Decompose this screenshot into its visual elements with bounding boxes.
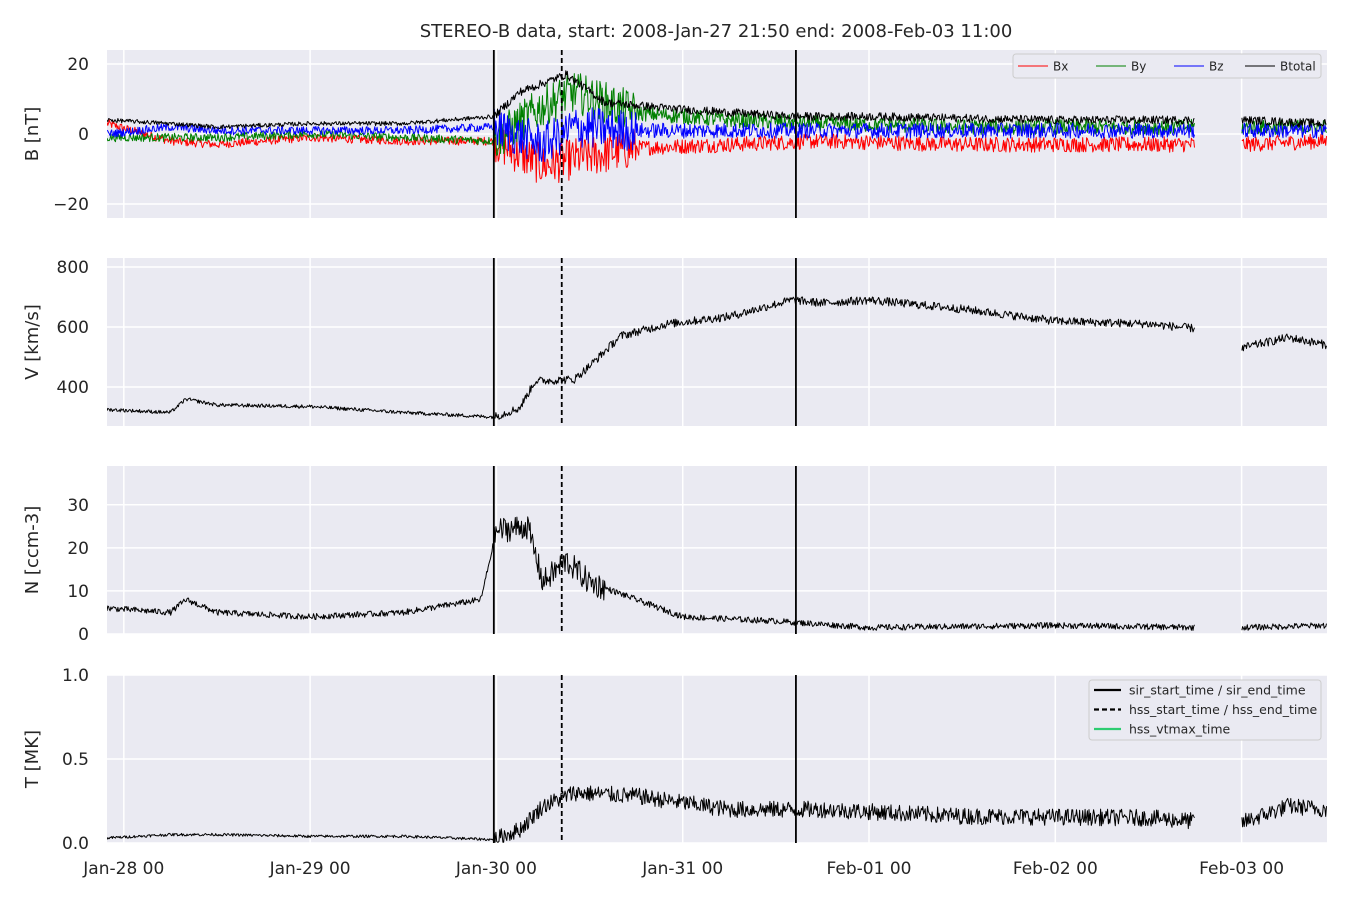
legend-box (1012, 53, 1322, 79)
legend-label-event: hss_start_time / hss_end_time (1129, 702, 1318, 717)
series-group (107, 70, 1327, 183)
series-group (107, 296, 1327, 420)
event-lines-legend: sir_start_time / sir_end_time hss_start_t… (1088, 679, 1322, 741)
y-tick-label: 0.0 (62, 834, 89, 854)
y-tick-label: 800 (57, 258, 89, 278)
x-axis-ticks: Jan-28 00 Jan-29 00 Jan-30 00 Jan-31 00 Feb-… (82, 859, 1284, 879)
y-tick-label: 1.0 (62, 666, 89, 686)
x-tick-label: Jan-28 00 (82, 859, 164, 879)
y-tick-label: −20 (53, 195, 89, 215)
legend-label-by: By (1131, 60, 1146, 74)
y-axis-label: T [MK] (22, 730, 43, 789)
series-group (107, 785, 1327, 843)
legend-label-event: hss_vtmax_time (1129, 722, 1231, 737)
y-tick-label: 400 (57, 378, 89, 398)
legend-label-bz: Bz (1209, 60, 1224, 74)
y-axis-label: V [km/s] (22, 304, 43, 379)
y-axis-label: B [nT] (22, 107, 43, 162)
x-tick-label: Jan-31 00 (641, 859, 723, 879)
y-tick-label: 20 (67, 539, 89, 559)
y-tick-label: 0.5 (62, 750, 89, 770)
panel-background (107, 466, 1327, 634)
series-group (107, 516, 1327, 631)
series-t-line (107, 785, 1327, 843)
y-tick-label: 0 (78, 125, 89, 145)
y-tick-label: 20 (67, 55, 89, 75)
x-tick-label: Jan-29 00 (269, 859, 351, 879)
b-field-legend: Bx By Bz Btotal (1012, 53, 1322, 79)
y-tick-label: 30 (67, 496, 89, 516)
series-v-line (107, 296, 1327, 420)
y-axis-label: N [ccm-3] (22, 506, 43, 595)
figure-title: STEREO-B data, start: 2008-Jan-27 21:50 … (420, 21, 1013, 42)
legend-box (1088, 679, 1322, 741)
series-btotal-line (107, 70, 1327, 130)
panel-2: 400 600 800 V [km/s] (22, 258, 1327, 426)
series-n-line (107, 516, 1327, 631)
x-tick-label: Feb-01 00 (827, 859, 912, 879)
x-tick-label: Feb-02 00 (1013, 859, 1098, 879)
x-tick-label: Feb-03 00 (1199, 859, 1284, 879)
y-tick-label: 600 (57, 318, 89, 338)
y-tick-label: 0 (78, 625, 89, 645)
legend-label-btotal: Btotal (1280, 60, 1316, 74)
legend-label-bx: Bx (1053, 60, 1068, 74)
panel-background (107, 258, 1327, 426)
y-tick-label: 10 (67, 582, 89, 602)
series-bz-line (107, 107, 1327, 162)
x-tick-label: Jan-30 00 (455, 859, 537, 879)
panel-3: 0 10 20 30 N [ccm-3] (22, 466, 1327, 645)
legend-label-event: sir_start_time / sir_end_time (1129, 683, 1306, 698)
